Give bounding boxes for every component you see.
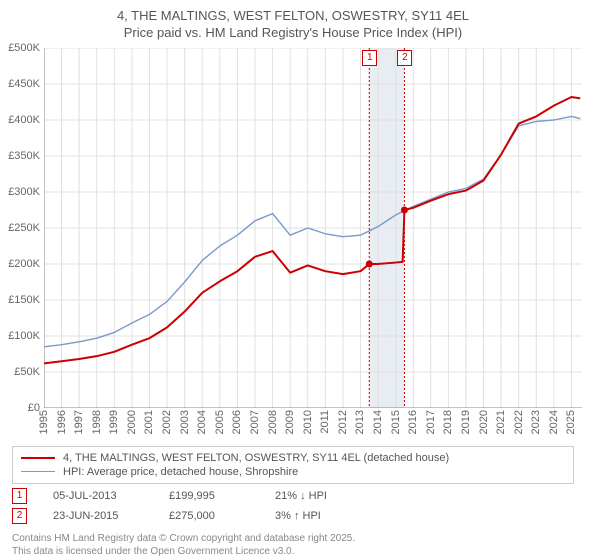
sale-marker-2: 2 — [12, 508, 27, 524]
x-tick-label: 2000 — [126, 410, 138, 434]
y-tick-label: £200K — [8, 258, 44, 270]
sale-date-1: 05-JUL-2013 — [53, 490, 143, 502]
x-tick-label: 2010 — [302, 410, 314, 434]
legend-item-hpi: HPI: Average price, detached house, Shro… — [21, 465, 565, 479]
title-line-2: Price paid vs. HM Land Registry's House … — [0, 25, 586, 42]
x-tick-label: 1999 — [108, 410, 120, 434]
sale-date-2: 23-JUN-2015 — [53, 510, 143, 522]
footer: Contains HM Land Registry data © Crown c… — [12, 532, 574, 558]
x-tick-label: 2020 — [478, 410, 490, 434]
x-tick-label: 2011 — [319, 410, 331, 434]
sale-price-1: £199,995 — [169, 490, 249, 502]
x-tick-label: 2019 — [460, 410, 472, 434]
x-tick-label: 1996 — [56, 410, 68, 434]
legend-label-price-paid: 4, THE MALTINGS, WEST FELTON, OSWESTRY, … — [63, 452, 449, 464]
y-tick-label: £150K — [8, 294, 44, 306]
sale-row-1: 1 05-JUL-2013 £199,995 21% ↓ HPI — [12, 488, 574, 504]
y-tick-label: £100K — [8, 330, 44, 342]
x-tick-label: 2006 — [231, 410, 243, 434]
x-tick-label: 2017 — [425, 410, 437, 434]
x-tick-label: 2002 — [161, 410, 173, 434]
chart-container: { "title_line1": "4, THE MALTINGS, WEST … — [0, 0, 600, 560]
y-tick-label: £350K — [8, 150, 44, 162]
x-tick-label: 2005 — [214, 410, 226, 434]
x-tick-label: 2007 — [249, 410, 261, 434]
footer-line-1: Contains HM Land Registry data © Crown c… — [12, 532, 574, 545]
x-tick-label: 2003 — [179, 410, 191, 434]
chart-marker-2: 2 — [397, 50, 412, 66]
x-tick-label: 2009 — [284, 410, 296, 434]
chart-title: 4, THE MALTINGS, WEST FELTON, OSWESTRY, … — [0, 8, 586, 42]
footer-line-2: This data is licensed under the Open Gov… — [12, 545, 574, 558]
legend-item-price-paid: 4, THE MALTINGS, WEST FELTON, OSWESTRY, … — [21, 451, 565, 465]
plot-svg — [44, 48, 582, 408]
legend-swatch-price-paid — [21, 457, 55, 459]
x-tick-label: 2014 — [372, 410, 384, 434]
y-tick-label: £400K — [8, 114, 44, 126]
y-tick-label: £50K — [14, 366, 44, 378]
x-tick-label: 2013 — [354, 410, 366, 434]
y-tick-label: £250K — [8, 222, 44, 234]
sale-price-2: £275,000 — [169, 510, 249, 522]
x-tick-label: 2012 — [337, 410, 349, 434]
legend-label-hpi: HPI: Average price, detached house, Shro… — [63, 466, 298, 478]
x-tick-label: 2018 — [442, 410, 454, 434]
sale-diff-2: 3% ↑ HPI — [275, 510, 321, 522]
x-tick-label: 1995 — [38, 410, 50, 434]
x-tick-label: 2015 — [390, 410, 402, 434]
x-tick-label: 2022 — [513, 410, 525, 434]
sale-row-2: 2 23-JUN-2015 £275,000 3% ↑ HPI — [12, 508, 574, 524]
x-tick-label: 2023 — [530, 410, 542, 434]
x-tick-label: 2024 — [548, 410, 560, 434]
y-tick-label: £450K — [8, 78, 44, 90]
x-tick-label: 2001 — [143, 410, 155, 434]
legend-swatch-hpi — [21, 471, 55, 472]
sale-marker-1: 1 — [12, 488, 27, 504]
legend: 4, THE MALTINGS, WEST FELTON, OSWESTRY, … — [12, 446, 574, 484]
plot-area: £0£50K£100K£150K£200K£250K£300K£350K£400… — [44, 48, 582, 408]
x-tick-label: 1997 — [73, 410, 85, 434]
sale-diff-1: 21% ↓ HPI — [275, 490, 327, 502]
y-tick-label: £300K — [8, 186, 44, 198]
y-tick-label: £500K — [8, 42, 44, 54]
x-tick-label: 2008 — [267, 410, 279, 434]
x-tick-label: 2016 — [407, 410, 419, 434]
x-tick-label: 2004 — [196, 410, 208, 434]
x-tick-label: 1998 — [91, 410, 103, 434]
x-axis-ticks: 1995199619971998199920002001200220032004… — [44, 408, 582, 440]
chart-marker-1: 1 — [362, 50, 377, 66]
x-tick-label: 2025 — [565, 410, 577, 434]
title-line-1: 4, THE MALTINGS, WEST FELTON, OSWESTRY, … — [0, 8, 586, 25]
x-tick-label: 2021 — [495, 410, 507, 434]
